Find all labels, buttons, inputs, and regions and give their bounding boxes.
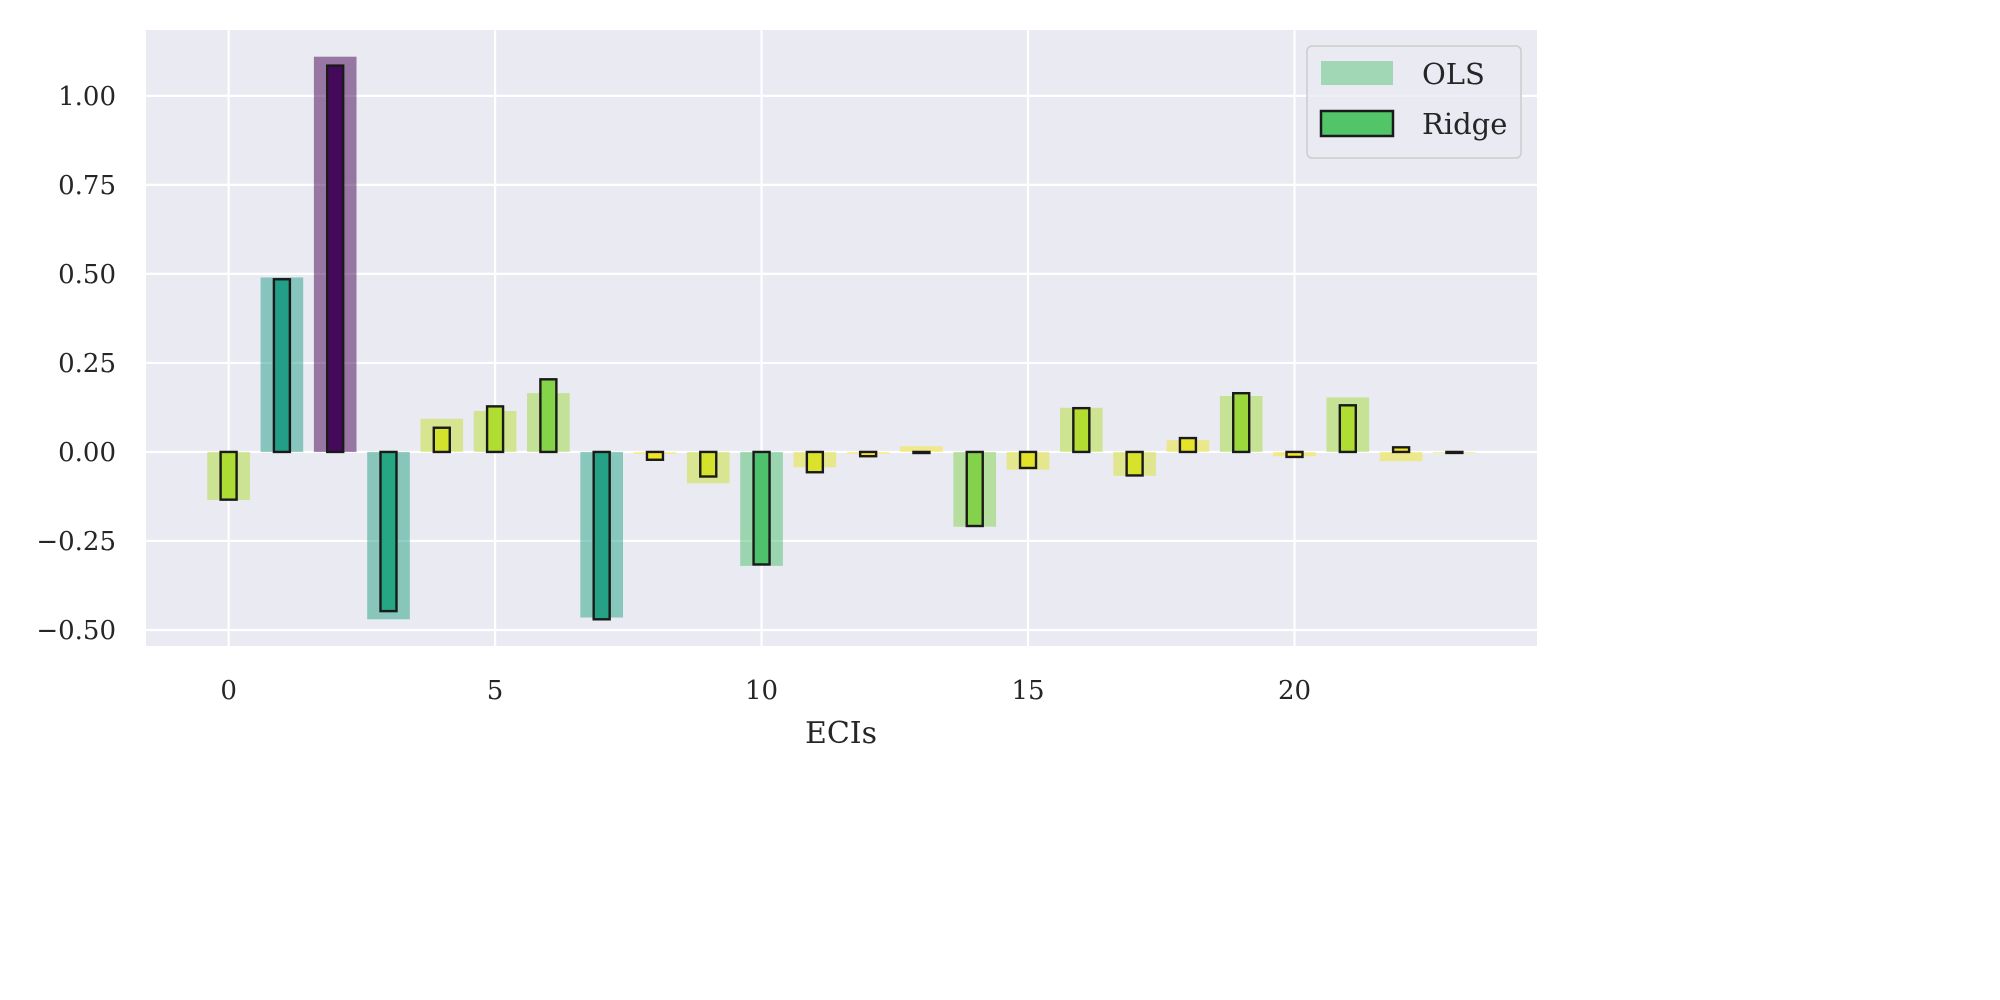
ridge-bar: [1391, 446, 1411, 454]
ridge-bar: [645, 450, 665, 461]
y-tick-label: −0.50: [36, 616, 116, 646]
ridge-bar: [272, 278, 292, 454]
legend-ols-label: OLS: [1422, 57, 1485, 91]
ridge-bar: [1285, 450, 1304, 459]
ols-bar: [900, 446, 943, 452]
ridge-bar: [912, 450, 931, 455]
y-axis-ticks: −0.50 −0.25 0.00 0.25 0.50 0.75 1.00: [36, 82, 116, 646]
y-tick-label: −0.25: [36, 527, 116, 557]
ridge-bar: [805, 450, 825, 474]
legend: OLS Ridge: [1306, 45, 1522, 159]
ridge-bar: [1178, 436, 1198, 454]
x-tick-label: 5: [487, 676, 504, 706]
y-tick-label: 0.50: [58, 260, 116, 290]
ridge-bar: [592, 450, 611, 621]
y-tick-label: 0.25: [58, 349, 116, 379]
ridge-bar: [1338, 404, 1357, 454]
ridge-bar: [1445, 450, 1464, 455]
x-axis-ticks: 0 5 10 15 20: [220, 676, 1311, 706]
ridge-bar: [485, 405, 505, 454]
ridge-bar: [1125, 450, 1144, 477]
ridge-bar: [1072, 406, 1091, 454]
ridge-bar: [219, 450, 238, 501]
bar-chart: −0.50−0.250.000.250.500.751.00 0 5 10 15 20 …: [36, 30, 1537, 751]
x-tick-label: 0: [220, 676, 237, 706]
ridge-bar: [752, 450, 771, 566]
ridge-bar: [699, 450, 718, 478]
legend-ridge-label: Ridge: [1422, 107, 1507, 141]
ridge-bar: [965, 450, 984, 528]
ols-bar: [1379, 451, 1423, 462]
y-tick-label: 1.00: [58, 82, 116, 112]
ridge-bar: [326, 64, 345, 454]
ridge-bar: [539, 378, 558, 454]
x-tick-label: 10: [745, 676, 778, 706]
ridge-series: [219, 64, 1464, 621]
y-tick-label: 0.00: [58, 438, 116, 468]
ridge-bar: [432, 426, 451, 454]
y-tick-label: 0.75: [58, 171, 116, 201]
ridge-bar: [858, 450, 878, 458]
x-tick-label: 15: [1011, 676, 1044, 706]
legend-ols-swatch: [1321, 61, 1393, 85]
x-axis-label: ECIs: [805, 716, 877, 751]
ridge-bar: [1018, 450, 1038, 470]
ridge-bar: [1232, 391, 1251, 454]
legend-ridge-swatch: [1319, 109, 1395, 138]
ridge-bar: [379, 450, 398, 613]
x-tick-label: 20: [1278, 676, 1311, 706]
